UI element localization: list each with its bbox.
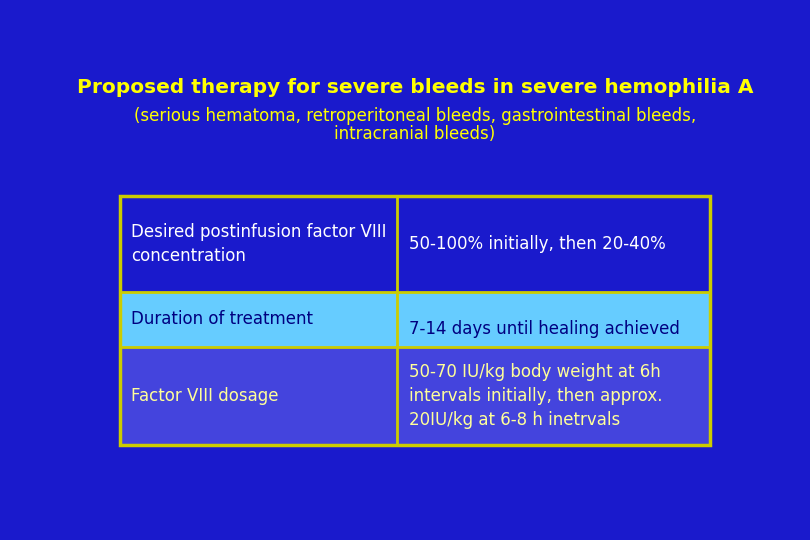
Bar (120, 196, 398, 292)
Bar (120, 347, 398, 446)
Text: 7-14 days until healing achieved: 7-14 days until healing achieved (409, 320, 680, 339)
Text: intracranial bleeds): intracranial bleeds) (335, 125, 496, 143)
Bar (120, 292, 398, 347)
Text: (serious hematoma, retroperitoneal bleeds, gastrointestinal bleeds,: (serious hematoma, retroperitoneal bleed… (134, 106, 697, 125)
Text: Proposed therapy for severe bleeds in severe hemophilia A: Proposed therapy for severe bleeds in se… (77, 78, 753, 97)
Text: Factor VIII dosage: Factor VIII dosage (131, 387, 279, 405)
Bar (398, 196, 710, 292)
Bar (398, 292, 710, 347)
Text: Desired postinfusion factor VIII
concentration: Desired postinfusion factor VIII concent… (131, 223, 387, 265)
Bar (120, 196, 710, 446)
Bar (398, 347, 710, 446)
Text: 50-100% initially, then 20-40%: 50-100% initially, then 20-40% (409, 235, 666, 253)
Text: Duration of treatment: Duration of treatment (131, 310, 313, 328)
Text: 50-70 IU/kg body weight at 6h
intervals initially, then approx.
20IU/kg at 6-8 h: 50-70 IU/kg body weight at 6h intervals … (409, 363, 663, 429)
